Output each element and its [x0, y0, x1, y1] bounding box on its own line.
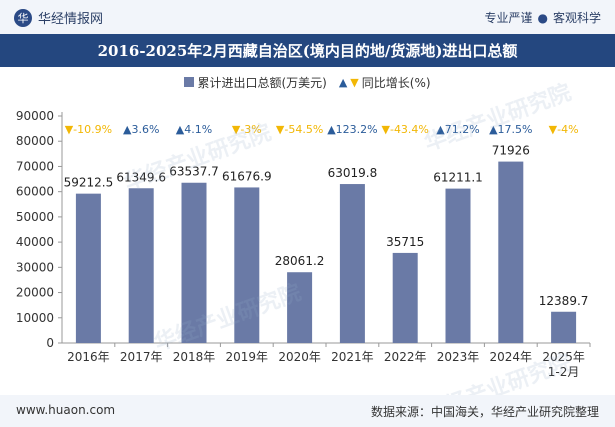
- legend-item-total: 累计进出口总额(万美元): [184, 74, 327, 91]
- bar: [498, 161, 524, 343]
- x-tick-label: 2020年: [278, 350, 321, 364]
- chart-title: 2016-2025年2月西藏自治区(境内目的地/货源地)进出口总额: [0, 34, 615, 67]
- y-tick-label: 60000: [16, 185, 54, 199]
- triangle-down-icon: ▼: [276, 123, 285, 136]
- bar-chart: 0 10000 20000 30000 40000 50000 60000 70000 8000…: [16, 109, 591, 379]
- y-tick-label: 20000: [16, 286, 54, 300]
- footer-url: www.huaon.com: [16, 403, 116, 417]
- x-tick-label: 2019年: [226, 350, 269, 364]
- bar: [128, 188, 154, 343]
- bar: [445, 188, 471, 343]
- y-tick-label: 80000: [16, 134, 54, 148]
- footer: www.huaon.com 数据来源：中国海关，华经产业研究院整理: [0, 395, 615, 427]
- triangle-down-icon: ▼: [232, 123, 241, 136]
- growth-value: -4%: [557, 123, 578, 136]
- bar: [551, 311, 577, 343]
- bar: [339, 184, 365, 343]
- bar-value-label: 61676.9: [222, 169, 272, 183]
- growth-value: 123.2%: [336, 123, 378, 136]
- x-tick-label: 2018年: [173, 350, 216, 364]
- bar-value-label: 61349.6: [116, 170, 166, 184]
- legend-label-total: 累计进出口总额(万美元): [197, 75, 327, 90]
- growth-label: ▲4.1%: [176, 123, 212, 136]
- bar-value-label: 28061.2: [275, 254, 325, 268]
- growth-label: ▼-3%: [232, 123, 262, 136]
- bar-value-label: 61211.1: [433, 171, 483, 185]
- footer-source: 数据来源：中国海关，华经产业研究院整理: [370, 405, 599, 419]
- growth-value: 71.2%: [445, 123, 480, 136]
- x-tick-label: 2025年 1-2月: [542, 350, 585, 379]
- growth-label: ▼-4%: [549, 123, 579, 136]
- triangle-up-icon: ▲: [489, 123, 498, 136]
- brand: 华 华经情报网: [14, 8, 103, 27]
- growth-label: ▼-54.5%: [276, 123, 323, 136]
- x-tick-label: 2023年: [437, 350, 480, 364]
- chart-legend: 累计进出口总额(万美元) ▲ ▼ 同比增长(%): [0, 72, 615, 92]
- triangle-up-icon: ▲: [176, 123, 185, 136]
- x-tick-label: 2024年: [490, 350, 533, 364]
- triangle-up-icon: ▲: [436, 123, 445, 136]
- brand-name: 华经情报网: [38, 12, 104, 27]
- bar: [287, 272, 313, 343]
- y-tick-label: 40000: [16, 235, 54, 249]
- bar-value-label: 59212.5: [64, 176, 114, 190]
- bar: [392, 252, 418, 343]
- triangle-up-icon: ▲: [123, 123, 132, 136]
- dot-icon: ●: [537, 11, 548, 25]
- x-tick-label: 2016年: [67, 350, 110, 364]
- growth-value: 4.1%: [184, 123, 212, 136]
- slogan: 专业严谨 ● 客观科学: [484, 9, 601, 26]
- slogan-right: 客观科学: [552, 11, 601, 25]
- growth-label: ▲17.5%: [489, 123, 532, 136]
- growth-value: -3%: [240, 123, 261, 136]
- bar: [234, 187, 260, 343]
- growth-label: ▲123.2%: [327, 123, 377, 136]
- growth-value: -10.9%: [73, 123, 112, 136]
- growth-label: ▲71.2%: [436, 123, 479, 136]
- y-tick-label: 0: [46, 336, 54, 350]
- x-tick-label: 2017年: [120, 350, 163, 364]
- triangle-down-icon: ▼: [350, 75, 359, 89]
- y-tick-label: 30000: [16, 260, 54, 274]
- bar: [181, 182, 207, 343]
- y-tick-label: 10000: [16, 311, 54, 325]
- slogan-left: 专业严谨: [484, 11, 533, 25]
- triangle-down-icon: ▼: [382, 123, 391, 136]
- growth-label: ▼-10.9%: [65, 123, 112, 136]
- bar-value-label: 71926: [492, 144, 530, 158]
- y-tick-label: 70000: [16, 159, 54, 173]
- growth-value: -54.5%: [284, 123, 323, 136]
- y-tick-label: 90000: [16, 109, 54, 123]
- growth-value: 3.6%: [131, 123, 159, 136]
- growth-value: -43.4%: [390, 123, 429, 136]
- growth-label: ▲3.6%: [123, 123, 159, 136]
- triangle-down-icon: ▼: [549, 123, 558, 136]
- top-bar: 华 华经情报网 专业严谨 ● 客观科学: [0, 0, 615, 34]
- x-tick-label: 2021年: [331, 350, 374, 364]
- bar-value-label: 63537.7: [169, 165, 219, 179]
- legend-item-growth: ▲ ▼ 同比增长(%): [339, 74, 431, 91]
- bar-value-label: 35715: [386, 235, 424, 249]
- triangle-up-icon: ▲: [327, 123, 336, 136]
- bar: [75, 193, 101, 343]
- legend-swatch-icon: [184, 77, 195, 87]
- triangle-down-icon: ▼: [65, 123, 74, 136]
- legend-label-growth: 同比增长(%): [361, 75, 431, 90]
- bar-value-label: 63019.8: [328, 166, 378, 180]
- growth-label: ▼-43.4%: [382, 123, 429, 136]
- brand-logo-icon: 华: [14, 8, 32, 27]
- growth-value: 17.5%: [498, 123, 533, 136]
- bar-value-label: 12389.7: [539, 294, 589, 308]
- x-tick-label: 2022年: [384, 350, 427, 364]
- y-tick-label: 50000: [16, 210, 54, 224]
- triangle-up-icon: ▲: [338, 75, 348, 89]
